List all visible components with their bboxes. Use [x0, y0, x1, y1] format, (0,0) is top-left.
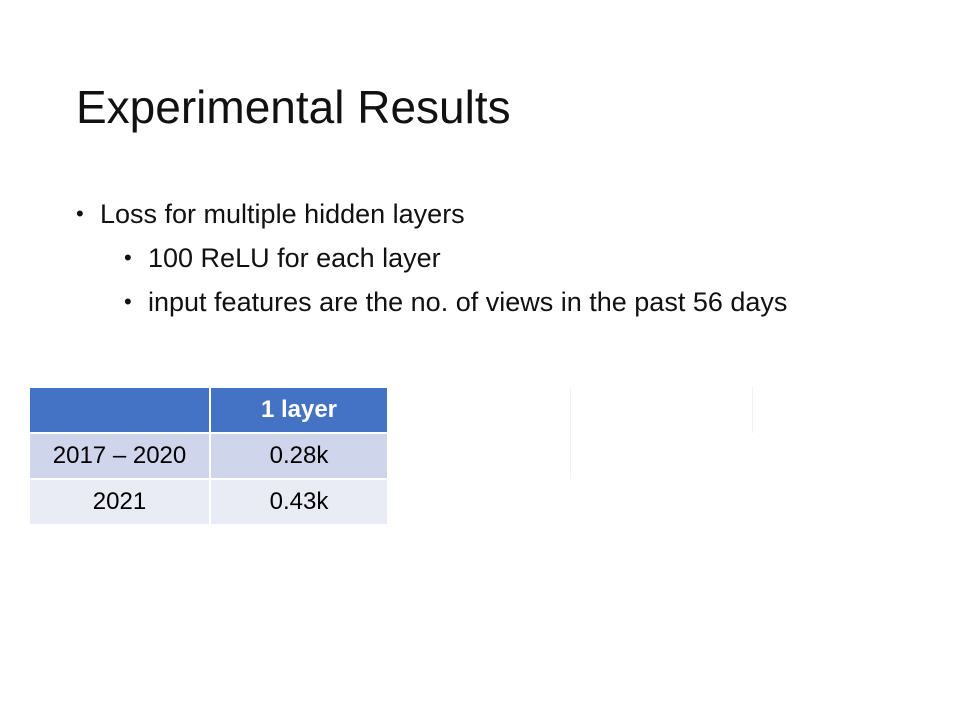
table-row: 2017 – 2020 0.28k — [28, 432, 752, 480]
bullet-list: • Loss for multiple hidden layers • 100 … — [76, 196, 906, 328]
bullet-dot-icon: • — [124, 245, 132, 270]
results-table: 1 layer 2017 – 2020 0.28k 2021 0.43k — [28, 386, 753, 526]
table-cell-value: 0.43k — [209, 478, 389, 526]
table-header-cell — [28, 386, 211, 434]
table-empty-cell — [570, 387, 753, 433]
table-header-row: 1 layer — [28, 386, 753, 434]
table-row: 2021 0.43k — [28, 478, 752, 526]
bullet-text: 100 ReLU for each layer — [148, 243, 441, 273]
bullet-dot-icon: • — [124, 289, 132, 314]
table-empty-cell — [388, 387, 571, 433]
bullet-dot-icon: • — [76, 201, 84, 226]
table-cell-value: 0.28k — [209, 432, 389, 480]
slide-title: Experimental Results — [76, 81, 511, 133]
sub-bullet-item: • 100 ReLU for each layer — [76, 240, 906, 276]
table-empty-cell — [570, 479, 752, 525]
table-cell-period: 2017 – 2020 — [28, 432, 211, 480]
table-empty-cell — [570, 433, 752, 479]
sub-bullet-item: • input features are the no. of views in… — [76, 284, 906, 320]
table-empty-cell — [388, 433, 571, 479]
table-header-cell: 1 layer — [209, 386, 389, 434]
table-cell-period: 2021 — [28, 478, 211, 526]
bullet-text: Loss for multiple hidden layers — [100, 199, 465, 229]
table-empty-cell — [388, 479, 570, 525]
bullet-text: input features are the no. of views in t… — [148, 287, 788, 317]
bullet-item: • Loss for multiple hidden layers — [76, 196, 906, 232]
